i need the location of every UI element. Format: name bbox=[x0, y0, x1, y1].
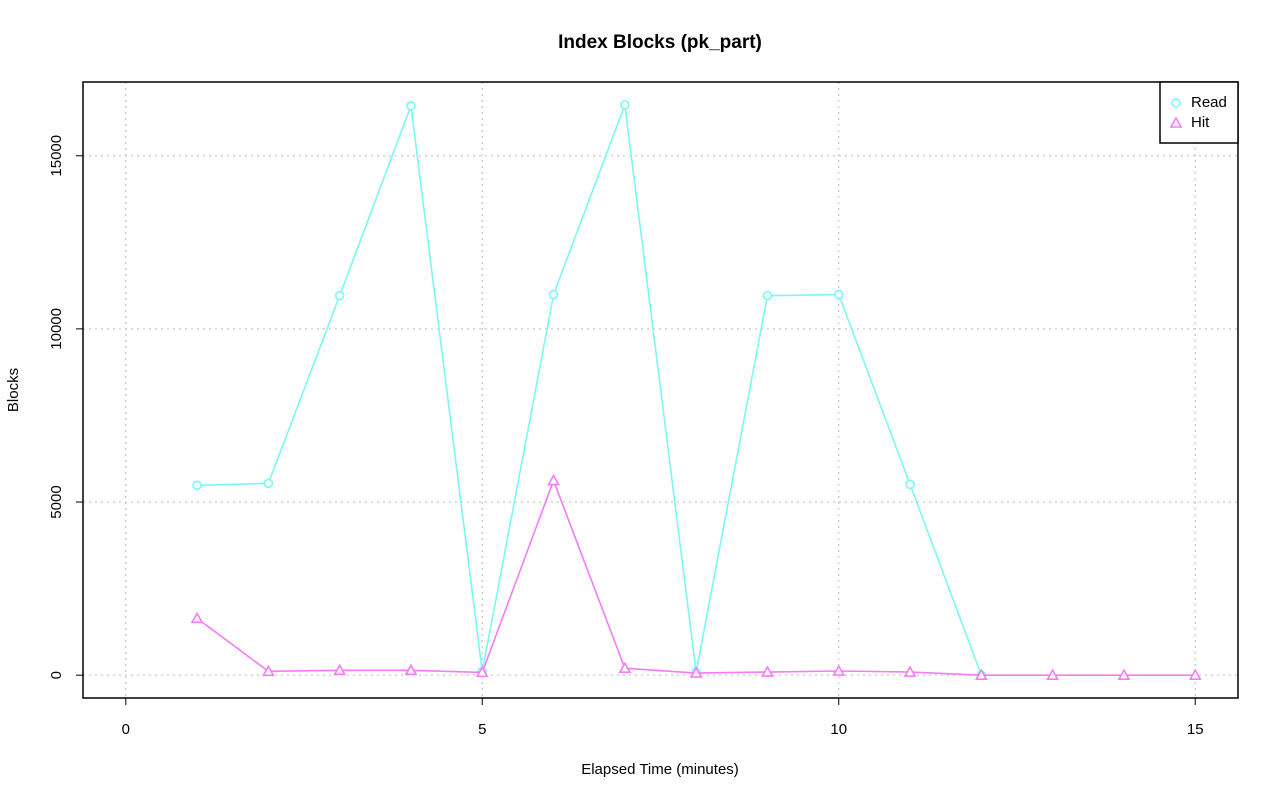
marker bbox=[548, 289, 559, 300]
marker bbox=[974, 668, 988, 680]
legend: Read Hit bbox=[1159, 81, 1239, 144]
marker bbox=[475, 665, 489, 678]
marker bbox=[903, 665, 917, 677]
marker bbox=[620, 100, 630, 110]
chart-title: Index Blocks (pk_part) bbox=[558, 32, 762, 53]
plot-area bbox=[190, 100, 1202, 680]
x-axis-label: Elapsed Time (minutes) bbox=[581, 761, 739, 778]
series-line bbox=[197, 104, 983, 676]
marker bbox=[833, 289, 844, 300]
legend-marker bbox=[1169, 116, 1183, 128]
x-tick-label: 15 bbox=[1187, 721, 1204, 738]
legend-label: Read bbox=[1191, 94, 1227, 111]
y-tick-label: 15000 bbox=[48, 135, 65, 177]
x-tick-label: 0 bbox=[122, 721, 130, 738]
marker bbox=[905, 479, 915, 490]
y-tick-label: 5000 bbox=[48, 485, 65, 518]
y-axis-label: Blocks bbox=[5, 368, 22, 412]
legend-box bbox=[1159, 81, 1239, 144]
marker bbox=[1188, 668, 1202, 680]
legend-marker bbox=[1171, 98, 1181, 108]
grid bbox=[83, 82, 1238, 698]
legend-label: Hit bbox=[1191, 114, 1210, 131]
y-tick-label: 0 bbox=[48, 671, 65, 679]
marker bbox=[689, 666, 703, 678]
marker bbox=[192, 480, 202, 491]
marker bbox=[761, 665, 774, 677]
marker bbox=[1046, 668, 1059, 680]
marker bbox=[547, 473, 560, 486]
marker bbox=[832, 664, 846, 676]
y-tick-label: 10000 bbox=[48, 308, 65, 350]
marker bbox=[190, 611, 204, 624]
marker bbox=[334, 290, 345, 301]
x-tick-label: 5 bbox=[478, 721, 486, 738]
marker bbox=[1117, 668, 1131, 680]
marker bbox=[404, 663, 418, 676]
marker bbox=[263, 478, 274, 489]
x-tick-label: 10 bbox=[830, 721, 847, 738]
marker bbox=[333, 663, 347, 676]
marker bbox=[762, 290, 773, 301]
marker bbox=[406, 101, 416, 111]
marker bbox=[618, 661, 632, 674]
series-line bbox=[196, 478, 1196, 676]
marker bbox=[262, 664, 275, 677]
plot-frame bbox=[82, 81, 1239, 699]
